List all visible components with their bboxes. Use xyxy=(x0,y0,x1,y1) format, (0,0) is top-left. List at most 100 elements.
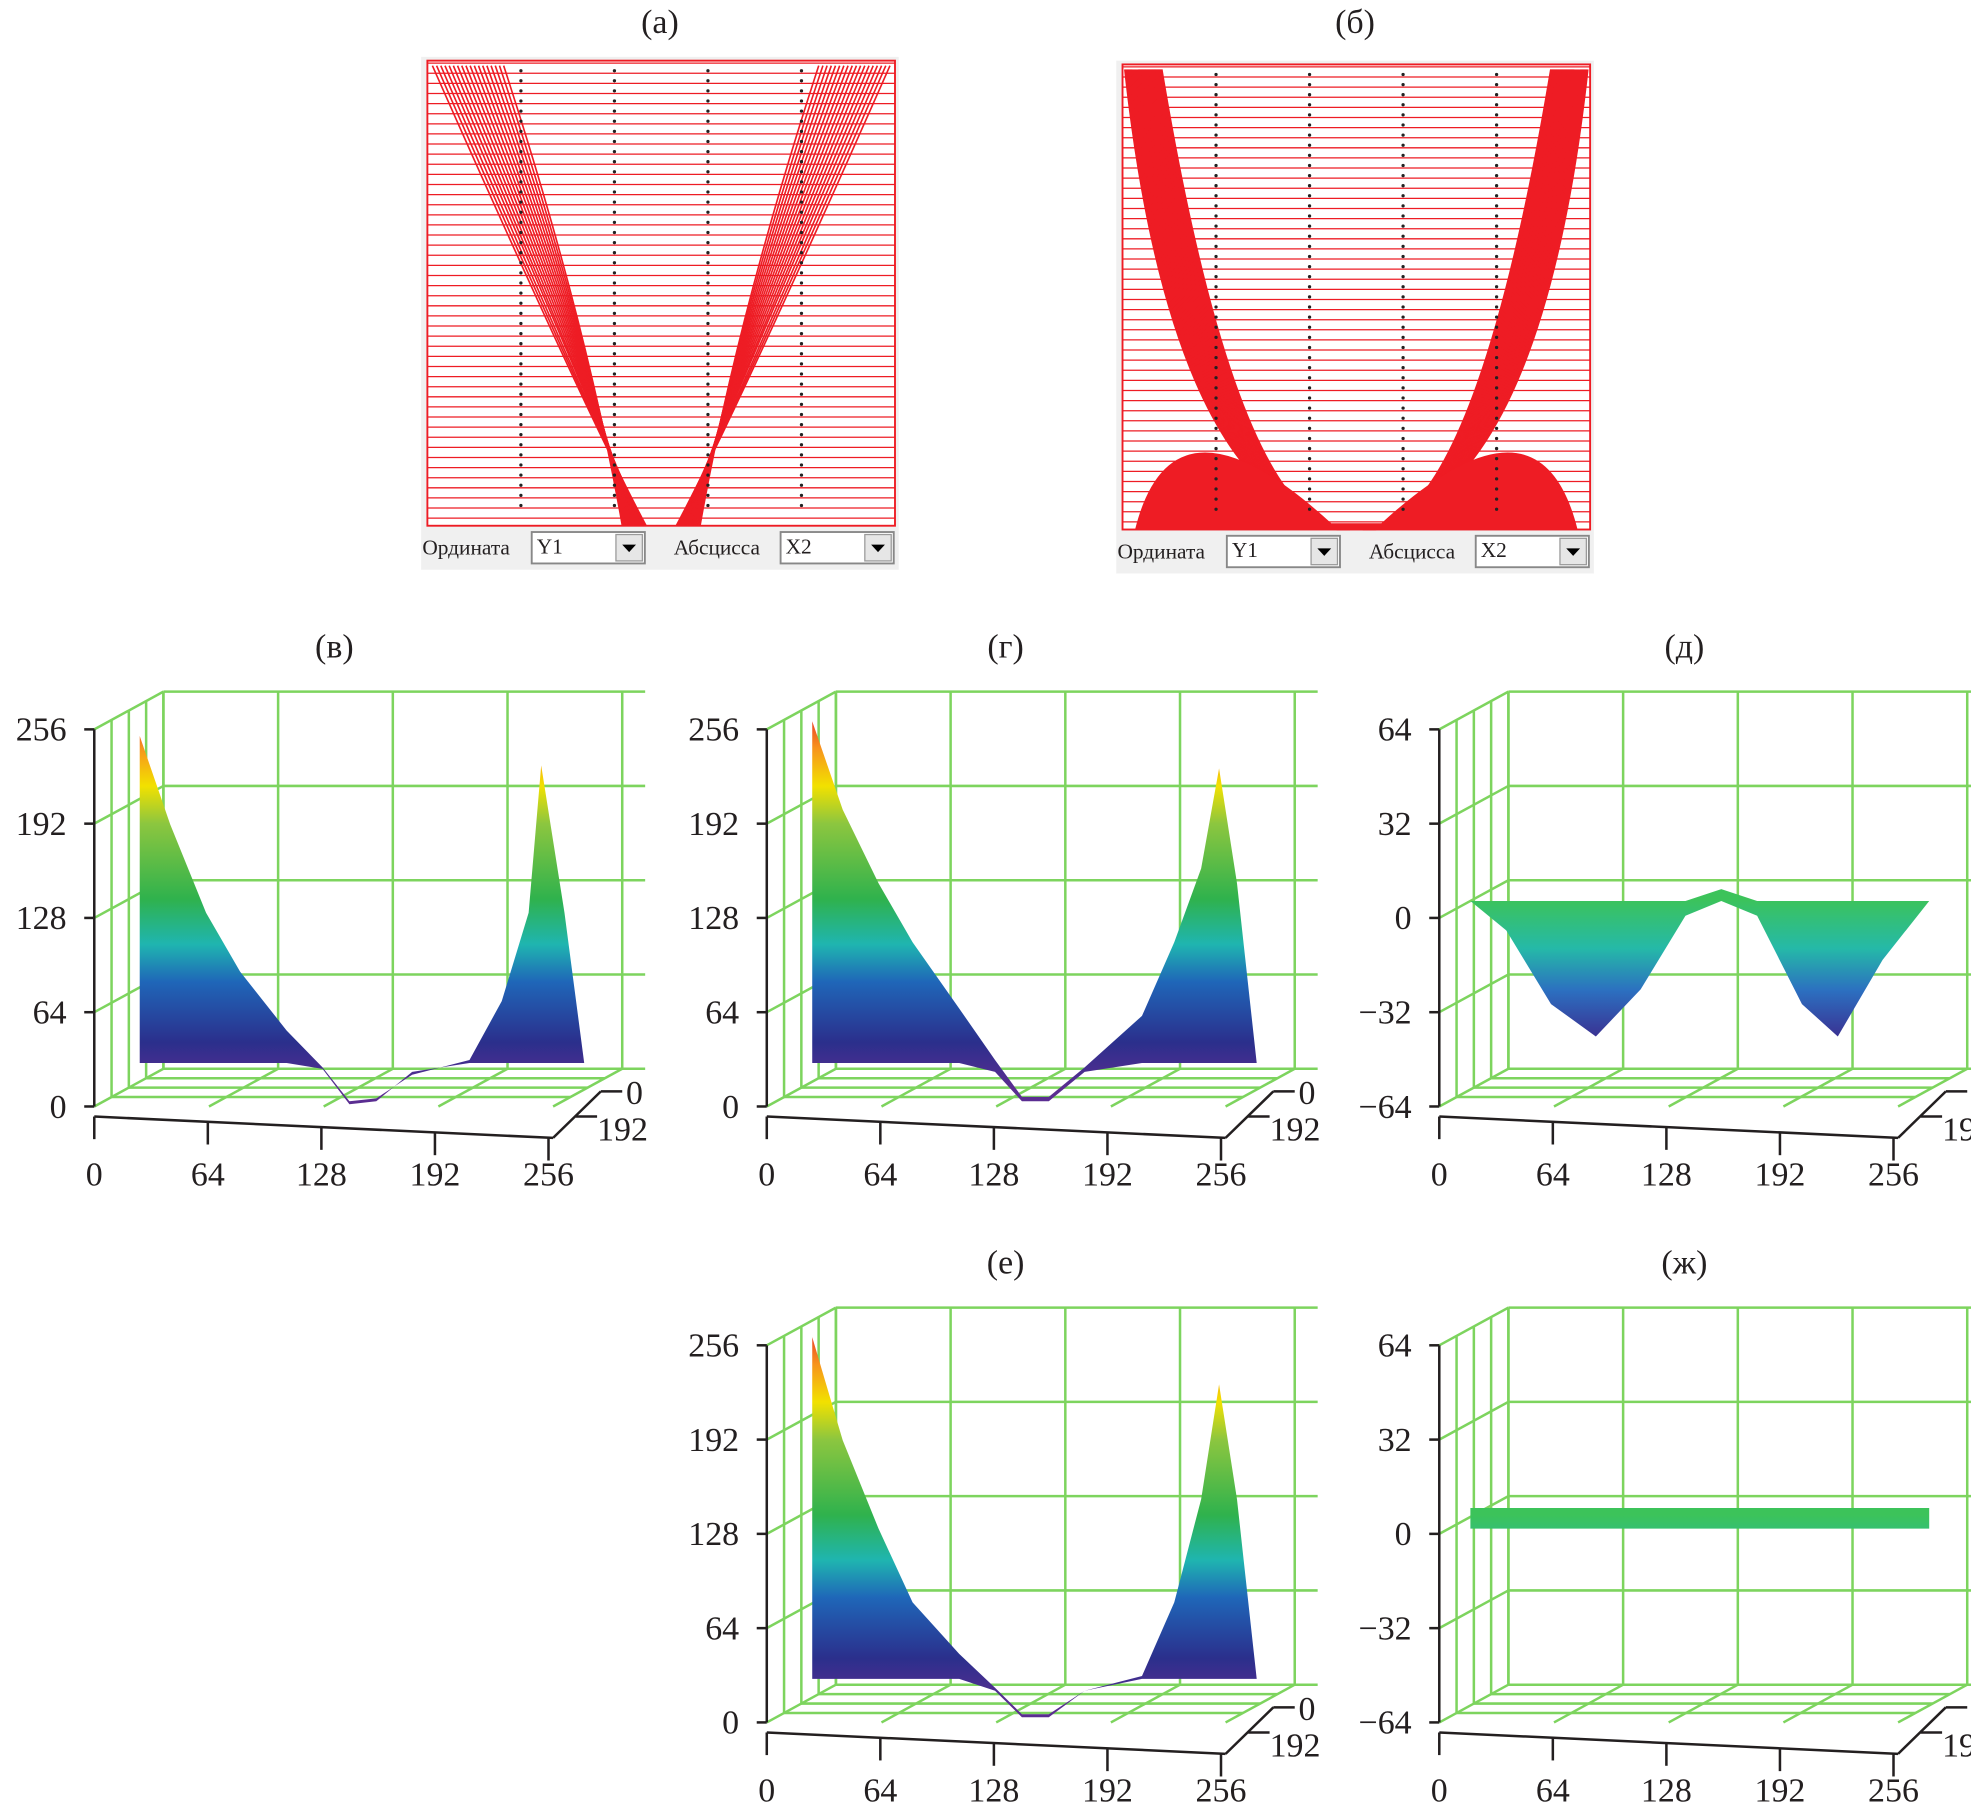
marker-dot xyxy=(706,210,710,214)
marker-dot xyxy=(706,291,710,295)
marker-dot xyxy=(1307,366,1312,370)
scan-curve xyxy=(502,65,624,526)
marker-dot xyxy=(799,412,804,417)
abscissa-value: X2 xyxy=(1481,538,1507,562)
x-tick-label: 256 xyxy=(523,1157,574,1194)
marker-dot xyxy=(1401,497,1405,501)
marker-dot xyxy=(1214,446,1218,451)
marker-dot xyxy=(1214,487,1218,491)
panel-label: (а) xyxy=(641,4,679,41)
grid-line xyxy=(552,1067,623,1108)
surface xyxy=(1470,1508,1930,1529)
abscissa-dropdown[interactable]: X2 xyxy=(1474,534,1590,569)
marker-dot xyxy=(1494,184,1499,188)
marker-dot xyxy=(519,331,523,336)
x-tick-label: 128 xyxy=(968,1773,1019,1810)
marker-dot xyxy=(706,362,710,366)
marker-dot xyxy=(612,301,617,305)
plot-area xyxy=(426,59,896,527)
marker-dot xyxy=(1214,143,1218,147)
z-tick-label: −64 xyxy=(1359,1089,1412,1126)
ordinate-dropdown[interactable]: Y1 xyxy=(530,531,646,565)
marker-dot xyxy=(799,362,804,366)
marker-dot xyxy=(1214,254,1218,259)
marker-dot xyxy=(706,301,710,305)
marker-dot xyxy=(1307,446,1312,451)
marker-dot xyxy=(1401,477,1405,481)
marker-dot xyxy=(1214,295,1218,299)
marker-dot xyxy=(1401,325,1405,329)
z-tick-label: 64 xyxy=(1378,712,1412,749)
marker-dot xyxy=(1494,406,1499,410)
grid-line xyxy=(1668,1683,1739,1724)
marker-dot xyxy=(1307,163,1312,168)
marker-dot xyxy=(1494,153,1499,157)
marker-dot xyxy=(1494,103,1499,107)
marker-dot xyxy=(1494,244,1499,248)
marker-dot xyxy=(612,311,617,315)
x-axis xyxy=(1439,1115,1899,1140)
marker-dot xyxy=(706,382,710,386)
marker-dot xyxy=(1307,457,1312,461)
z-tick-label: 192 xyxy=(16,806,67,843)
z-tick-label: 192 xyxy=(688,806,739,843)
marker-dot xyxy=(799,473,804,477)
marker-dot xyxy=(1401,396,1405,400)
marker-dot xyxy=(1214,477,1218,481)
marker-dot xyxy=(799,109,804,113)
x-tick-label: 128 xyxy=(1641,1157,1692,1194)
marker-dot xyxy=(1307,173,1312,178)
marker-dot xyxy=(1494,325,1499,329)
x-tick-label: 192 xyxy=(1082,1773,1133,1810)
marker-dot xyxy=(799,251,804,255)
marker-dot xyxy=(706,160,710,164)
marker-dot xyxy=(1307,123,1312,127)
depth-axis xyxy=(1224,1090,1275,1139)
marker-dot xyxy=(1214,123,1218,127)
marker-dot xyxy=(1307,72,1312,77)
x-tick-label: 0 xyxy=(1431,1157,1448,1194)
marker-dot xyxy=(1214,163,1218,168)
z-tick-label: −32 xyxy=(1359,995,1412,1032)
marker-dot xyxy=(1307,436,1312,441)
marker-dot xyxy=(612,220,617,224)
marker-dot xyxy=(612,79,617,83)
marker-dot xyxy=(1494,113,1499,117)
marker-dot xyxy=(519,230,523,235)
marker-dot xyxy=(799,210,804,214)
marker-dot xyxy=(799,422,804,427)
depth-tick-label: 192 xyxy=(1270,1111,1321,1148)
surface xyxy=(139,735,585,1105)
marker-dot xyxy=(706,372,710,376)
marker-dot xyxy=(1494,285,1499,289)
marker-dot xyxy=(706,251,710,255)
z-tick-label: 64 xyxy=(705,1610,739,1647)
marker-dot xyxy=(1494,123,1499,127)
marker-dot xyxy=(1494,93,1499,97)
ordinate-label: Ордината xyxy=(422,536,510,560)
marker-dot xyxy=(612,331,617,336)
marker-dot xyxy=(519,483,523,487)
marker-dot xyxy=(519,99,523,103)
marker-dot xyxy=(706,483,710,487)
marker-dot xyxy=(706,200,710,204)
marker-dot xyxy=(612,291,617,295)
marker-dot xyxy=(1401,416,1405,420)
marker-dot xyxy=(1401,275,1405,279)
marker-dot xyxy=(799,261,804,265)
abscissa-value: X2 xyxy=(786,534,812,558)
abscissa-dropdown[interactable]: X2 xyxy=(779,531,895,565)
marker-dot xyxy=(1214,224,1218,228)
z-tick-label: 32 xyxy=(1378,806,1412,843)
marker-dot xyxy=(1494,264,1499,269)
marker-dot xyxy=(519,372,523,376)
x-tick-label: 192 xyxy=(1755,1773,1806,1810)
marker-dot xyxy=(1307,487,1312,491)
marker-dot xyxy=(706,493,710,497)
marker-dot xyxy=(799,321,804,326)
marker-dot xyxy=(706,412,710,417)
marker-dot xyxy=(1401,103,1405,107)
ordinate-dropdown[interactable]: Y1 xyxy=(1225,534,1341,569)
marker-dot xyxy=(706,230,710,235)
marker-dot xyxy=(1214,426,1218,430)
